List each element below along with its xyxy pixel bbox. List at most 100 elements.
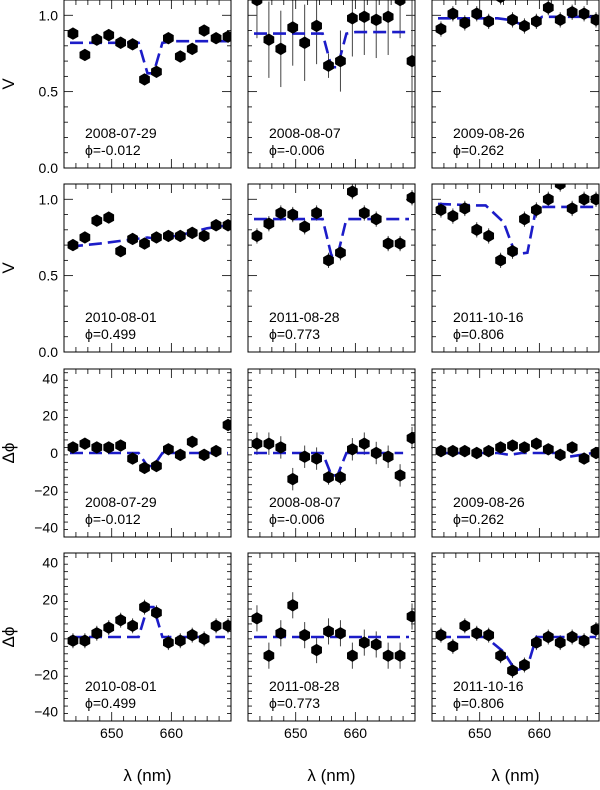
- panel-0-0: 0.0 0.5 1.0 V 2008-07-29ϕ=-0.012: [0, 0, 232, 176]
- data-point: [370, 446, 382, 460]
- y-tick-label: 40: [42, 554, 58, 570]
- data-point: [566, 630, 578, 644]
- data-point: [186, 435, 198, 448]
- panel-frame: [247, 0, 416, 169]
- y-tick-label: 1.0: [39, 191, 59, 207]
- data-point: [447, 640, 459, 653]
- plot-area: [67, 24, 231, 86]
- x-tick-label: 660: [344, 725, 368, 741]
- data-point: [198, 229, 210, 243]
- data-point: [186, 628, 198, 642]
- y-tick-label: −40: [34, 704, 58, 720]
- data-point: [174, 50, 186, 63]
- data-point: [590, 193, 599, 206]
- data-point: [263, 649, 275, 662]
- phase-label: ϕ=-0.006: [269, 142, 325, 158]
- panel-frame: [247, 368, 416, 538]
- data-point: [67, 27, 79, 40]
- data-point: [186, 226, 198, 240]
- data-point: [406, 431, 415, 445]
- data-point: [370, 13, 382, 27]
- data-point: [483, 628, 495, 642]
- data-point: [531, 15, 542, 28]
- y-tick-label: 20: [42, 408, 58, 424]
- data-point: [459, 619, 471, 632]
- data-point: [406, 54, 415, 68]
- data-point: [471, 627, 483, 640]
- phase-label: ϕ=-0.012: [85, 142, 141, 158]
- data-point: [198, 632, 210, 646]
- panel-frame: [247, 552, 416, 722]
- data-point: [519, 441, 530, 454]
- date-label: 2010-08-01: [85, 309, 157, 325]
- data-point: [335, 627, 346, 640]
- data-point: [435, 22, 447, 36]
- data-point: [447, 7, 459, 20]
- data-point: [435, 444, 447, 458]
- plot-area: [435, 0, 599, 37]
- data-point: [578, 634, 590, 647]
- data-point: [358, 437, 370, 450]
- data-point: [174, 229, 186, 243]
- model-curve: [254, 30, 409, 69]
- data-point: [578, 7, 590, 20]
- data-point: [566, 202, 578, 215]
- date-label: 2011-08-28: [269, 309, 340, 325]
- data-point: [103, 621, 115, 634]
- date-label: 2008-08-07: [269, 494, 341, 510]
- data-point: [79, 437, 91, 450]
- data-point: [263, 33, 275, 46]
- data-point: [590, 623, 599, 636]
- y-tick-label: 0.5: [39, 84, 59, 100]
- data-point: [358, 10, 370, 23]
- data-point: [163, 636, 174, 649]
- plot-area: [251, 426, 415, 491]
- data-point: [542, 443, 554, 456]
- data-point: [198, 24, 210, 37]
- data-point: [174, 634, 186, 647]
- phase-label: ϕ=-0.006: [269, 511, 325, 527]
- data-point: [115, 614, 127, 627]
- x-tick-label: 660: [528, 725, 552, 741]
- data-point: [127, 619, 138, 632]
- data-point: [347, 649, 358, 662]
- data-point: [495, 441, 506, 454]
- data-point: [287, 21, 299, 34]
- data-point: [554, 184, 566, 191]
- phase-label: ϕ=0.806: [453, 326, 504, 342]
- y-tick-label: 0.0: [39, 344, 59, 360]
- data-point: [275, 441, 287, 454]
- data-point: [91, 214, 103, 227]
- phase-label: ϕ=0.262: [453, 142, 504, 158]
- data-point: [198, 448, 210, 462]
- data-point: [566, 441, 578, 454]
- data-point: [91, 627, 103, 640]
- date-label: 2011-10-16: [453, 309, 524, 325]
- data-point: [139, 600, 150, 614]
- model-curve: [70, 39, 228, 75]
- data-point: [323, 471, 334, 484]
- data-point: [347, 185, 358, 198]
- data-point: [519, 658, 530, 672]
- x-tick-label: 650: [100, 725, 124, 741]
- data-point: [382, 649, 394, 662]
- data-point: [459, 202, 471, 215]
- data-point: [531, 636, 542, 649]
- data-point: [406, 191, 415, 204]
- y-tick-label: 20: [42, 592, 58, 608]
- x-axis-label: λ (nm): [123, 766, 171, 785]
- plot-area: [251, 184, 415, 268]
- panel-1-1: 2011-08-28ϕ=0.773: [247, 183, 416, 353]
- panel-3-1: 650 660 2011-08-28ϕ=0.773: [247, 552, 416, 741]
- data-point: [347, 12, 358, 25]
- model-curve: [254, 451, 404, 477]
- panel-frame: [63, 368, 232, 538]
- plot-area: [251, 0, 415, 138]
- data-point: [554, 448, 566, 462]
- panel-frame: [431, 183, 600, 353]
- data-point: [578, 193, 590, 206]
- data-point: [323, 254, 334, 267]
- data-point: [495, 649, 506, 662]
- data-point: [394, 649, 406, 662]
